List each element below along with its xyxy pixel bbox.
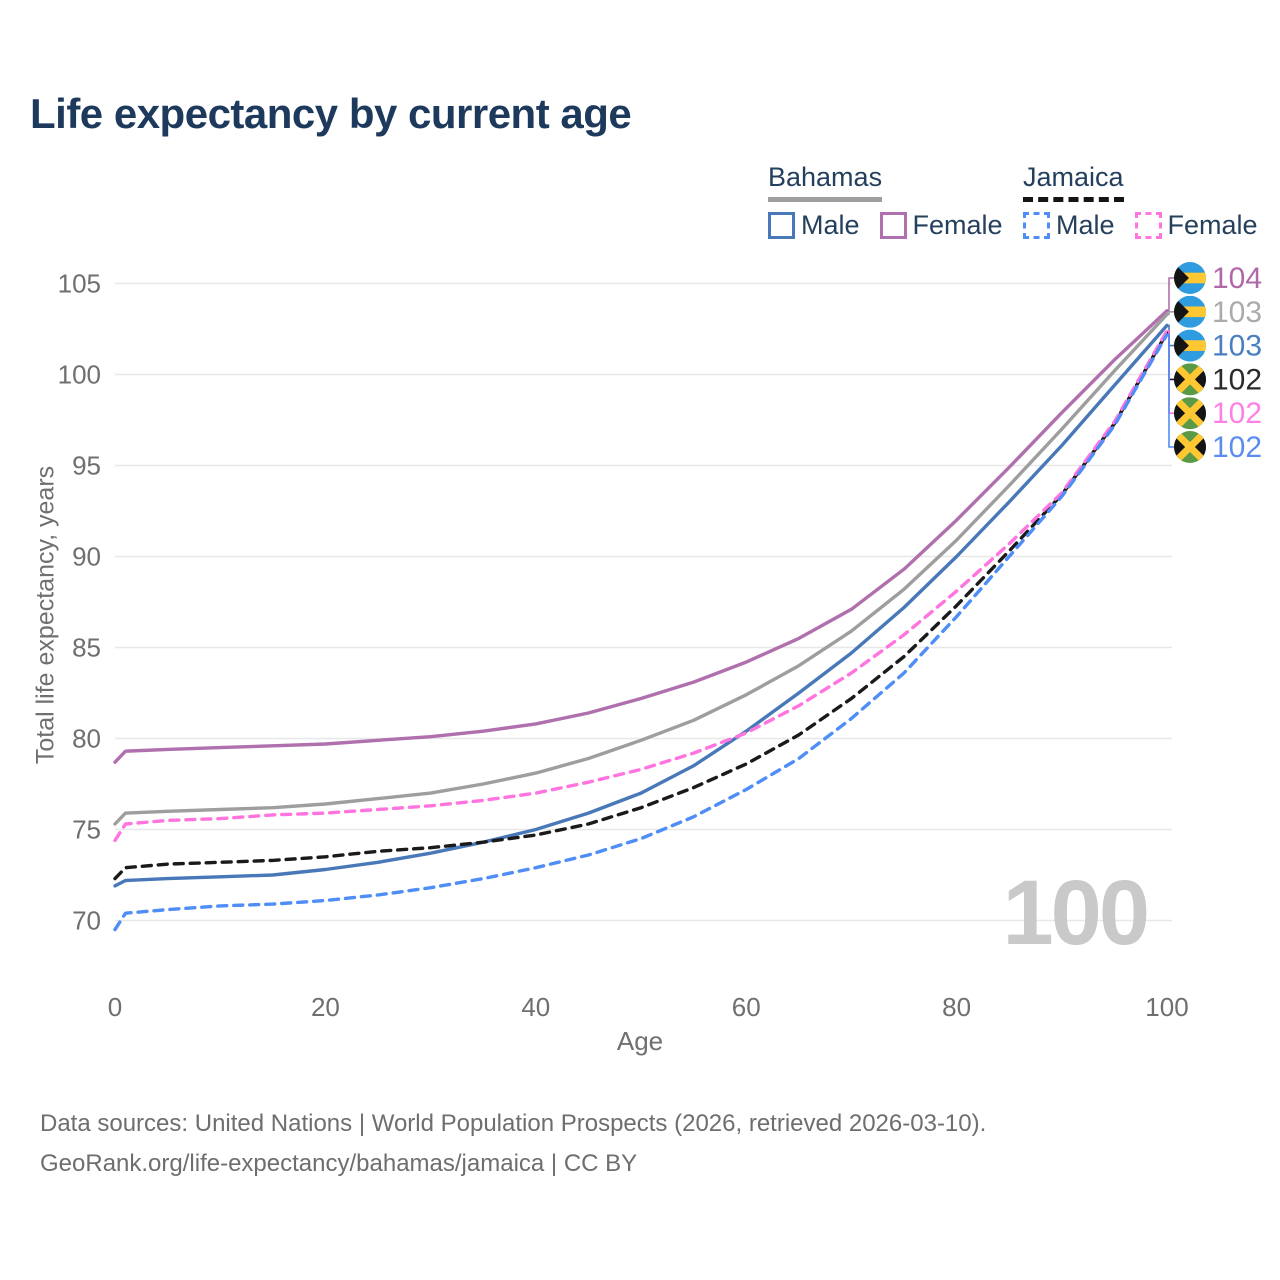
series-line-jamaica-both[interactable] [113, 330, 1169, 881]
series-line-bahamas-both[interactable] [113, 312, 1169, 826]
end-value-label-jamaica-female: 102 [1212, 397, 1262, 430]
x-tick-label-80: 80 [942, 992, 971, 1022]
age-counter-watermark: 100 [1003, 862, 1148, 964]
end-value-label-bahamas-male: 103 [1212, 330, 1262, 363]
legend-label: Female [912, 210, 1003, 240]
footer-attribution-link[interactable]: GeoRank.org/life-expectancy/bahamas/jama… [40, 1150, 638, 1177]
x-tick-label-100: 100 [1145, 992, 1188, 1022]
legend-label: Male [801, 210, 860, 240]
legend-item-jamaica-male[interactable]: Male [1023, 210, 1115, 241]
y-tick-label-95: 95 [72, 451, 101, 481]
legend-label: Male [1056, 210, 1115, 240]
legend-group-bahamas: Bahamas Male Female [768, 162, 1023, 241]
legend-country-jamaica[interactable]: Jamaica [1023, 162, 1124, 202]
x-tick-label-0: 0 [108, 992, 122, 1022]
x-tick-label-20: 20 [311, 992, 340, 1022]
y-tick-label-70: 70 [72, 906, 101, 936]
jamaica-male-swatch-icon [1023, 212, 1050, 239]
legend-item-jamaica-female[interactable]: Female [1134, 210, 1258, 241]
legend-country-bahamas[interactable]: Bahamas [768, 162, 883, 202]
bahamas-female-swatch-icon [879, 212, 907, 239]
jamaica-flag-icon [1172, 361, 1208, 397]
end-value-label-bahamas-female: 104 [1212, 262, 1262, 295]
end-value-label-bahamas-both: 103 [1212, 296, 1262, 329]
end-value-label-jamaica-male: 102 [1212, 431, 1262, 464]
end-label-connector [1167, 331, 1174, 381]
bahamas-flag-icon [1174, 330, 1206, 362]
series-line-jamaica-male[interactable] [113, 332, 1169, 932]
jamaica-flag-icon [1172, 395, 1208, 431]
y-tick-label-85: 85 [72, 633, 101, 663]
x-axis-title: Age [616, 1026, 664, 1056]
legend-row-bahamas: Male Female [768, 210, 1023, 241]
legend-item-bahamas-female[interactable]: Female [879, 210, 1003, 241]
legend-label: Female [1167, 210, 1258, 240]
y-tick-label-105: 105 [58, 269, 101, 299]
series-line-bahamas-male[interactable] [113, 323, 1169, 888]
bahamas-flag-icon [1174, 262, 1206, 294]
bahamas-flag-icon [1174, 296, 1206, 328]
end-label-connector [1167, 330, 1174, 414]
end-label-connector [1167, 333, 1174, 448]
legend-group-jamaica: Jamaica Male Female [1023, 162, 1278, 241]
y-tick-label-80: 80 [72, 724, 101, 754]
bahamas-male-swatch-icon [768, 212, 795, 239]
y-tick-label-75: 75 [72, 815, 101, 845]
page-title: Life expectancy by current age [30, 90, 632, 137]
legend-row-jamaica: Male Female [1023, 210, 1278, 241]
end-value-label-jamaica-both: 102 [1212, 363, 1262, 396]
series-line-jamaica-female[interactable] [113, 329, 1169, 843]
end-label-connector [1167, 277, 1174, 312]
y-tick-label-90: 90 [72, 542, 101, 572]
jamaica-female-swatch-icon [1134, 212, 1162, 239]
legend-item-bahamas-male[interactable]: Male [768, 210, 860, 241]
x-tick-label-60: 60 [732, 992, 761, 1022]
end-label-connector [1167, 311, 1174, 316]
footer-data-sources: Data sources: United Nations | World Pop… [40, 1110, 987, 1137]
jamaica-flag-icon [1172, 429, 1208, 465]
series-line-bahamas-female[interactable] [113, 309, 1169, 764]
x-tick-label-40: 40 [521, 992, 550, 1022]
y-tick-label-100: 100 [58, 360, 101, 390]
